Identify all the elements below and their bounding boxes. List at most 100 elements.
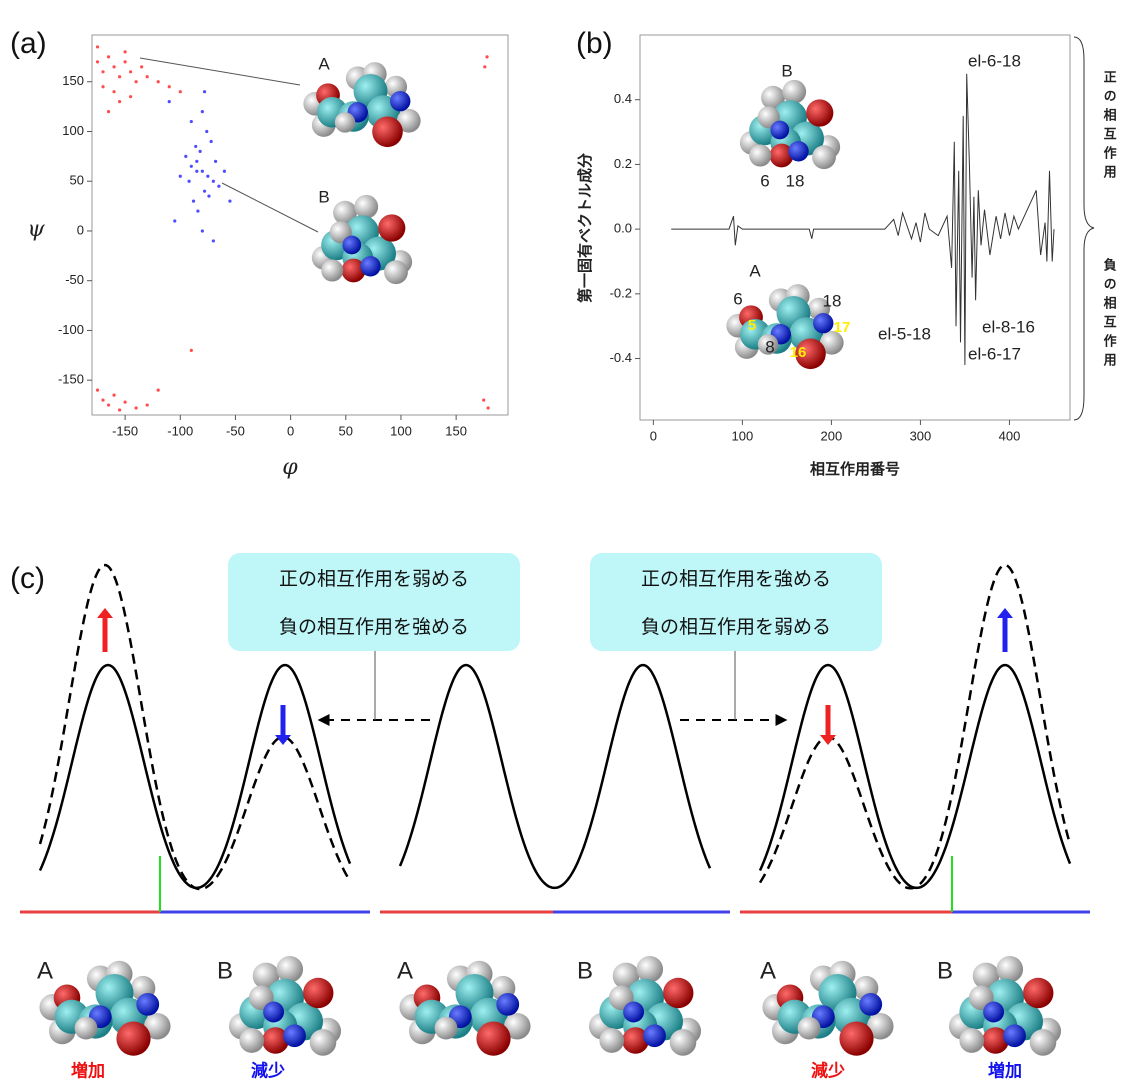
annotation: el-5-18: [878, 324, 931, 343]
y-tick-label: -150: [58, 372, 84, 387]
x-tick-label: -100: [167, 423, 193, 438]
change-label: 増加: [988, 1060, 1022, 1080]
point: [211, 179, 215, 183]
annotation: 8: [765, 337, 774, 356]
callout-box: [590, 553, 882, 651]
point: [211, 239, 215, 243]
point: [222, 169, 227, 173]
atom: [636, 955, 664, 983]
atom: [496, 993, 520, 1016]
atom: [788, 141, 809, 162]
panel-label: (b): [576, 27, 613, 60]
callout-text: 負の相互作用を弱める: [641, 616, 831, 638]
annotation: A: [749, 261, 761, 280]
x-tick-label: 200: [821, 428, 843, 443]
molecule-label: A: [760, 957, 776, 984]
atom: [360, 256, 381, 277]
y-tick-label: -50: [65, 272, 84, 287]
molecule: [948, 955, 1062, 1056]
point: [217, 184, 221, 188]
molecule: [588, 955, 702, 1056]
point: [129, 70, 133, 74]
distribution-curve: [758, 663, 1072, 890]
distribution-curve: [758, 563, 1072, 890]
molecule-label: B: [937, 957, 953, 984]
point: [205, 129, 209, 134]
atom: [342, 235, 362, 255]
y-tick-label: -0.2: [610, 285, 632, 300]
point: [145, 403, 149, 407]
change-arrow-head: [820, 735, 836, 745]
atom: [797, 1016, 821, 1040]
atom: [866, 1012, 894, 1040]
annotation: el-8-16: [982, 317, 1035, 336]
point: [195, 169, 199, 173]
point: [194, 144, 198, 149]
point: [95, 45, 100, 49]
atom: [1029, 1029, 1057, 1056]
plot-layer: -150 -100 -50 0 50 100 150-150-100-50050100150…: [20, 34, 1117, 1080]
atom: [390, 91, 411, 112]
y-tick-label: 100: [62, 123, 84, 138]
y-axis-label: 第一固有ベクトル成分: [576, 153, 594, 303]
y-tick-label: 0: [77, 222, 84, 237]
atom: [354, 194, 379, 219]
atom: [622, 1027, 649, 1054]
molecule: [726, 284, 844, 370]
point: [228, 199, 232, 203]
atom: [769, 143, 794, 168]
atom: [74, 1016, 98, 1040]
atom: [372, 116, 403, 148]
distribution-curve: [398, 663, 712, 890]
point: [134, 406, 138, 410]
point: [207, 194, 211, 198]
atom: [321, 259, 344, 282]
change-label: 減少: [251, 1060, 285, 1080]
point: [202, 90, 207, 94]
point: [482, 398, 486, 402]
point: [485, 55, 489, 59]
point: [101, 70, 105, 74]
point: [167, 100, 171, 104]
atom: [770, 120, 790, 140]
point: [191, 199, 196, 203]
point: [189, 119, 193, 124]
point: [206, 174, 210, 178]
atom: [333, 200, 357, 225]
point: [202, 189, 207, 193]
point: [213, 159, 218, 163]
distribution-curve: [38, 663, 352, 890]
callout-box: [228, 553, 520, 651]
y-tick-label: 150: [62, 73, 84, 88]
atom: [959, 1028, 985, 1053]
atom: [749, 144, 772, 167]
atom: [334, 112, 356, 133]
point: [123, 50, 127, 54]
point: [117, 408, 122, 412]
y-tick-label: 0.2: [614, 156, 632, 171]
x-tick-label: 0: [287, 423, 294, 438]
point: [187, 179, 191, 183]
annotation: el-6-18: [968, 51, 1021, 70]
atom: [813, 313, 834, 334]
panel-label: (a): [10, 27, 47, 60]
molecule-label: A: [318, 54, 330, 73]
annotation: 17: [834, 319, 851, 336]
point: [101, 398, 105, 402]
atom: [782, 79, 807, 104]
panel-label: (c): [10, 562, 45, 595]
annotation: el-6-17: [968, 344, 1021, 363]
x-axis-label: 相互作用番号: [810, 460, 900, 478]
point: [101, 85, 105, 89]
point: [140, 65, 144, 69]
molecule: [762, 960, 894, 1056]
atom: [972, 962, 1000, 990]
atom: [996, 955, 1024, 983]
y-tick-label: -100: [58, 322, 84, 337]
atom: [116, 1021, 151, 1056]
plot-frame: [91, 34, 509, 416]
atom: [476, 1021, 511, 1056]
point: [156, 388, 160, 392]
